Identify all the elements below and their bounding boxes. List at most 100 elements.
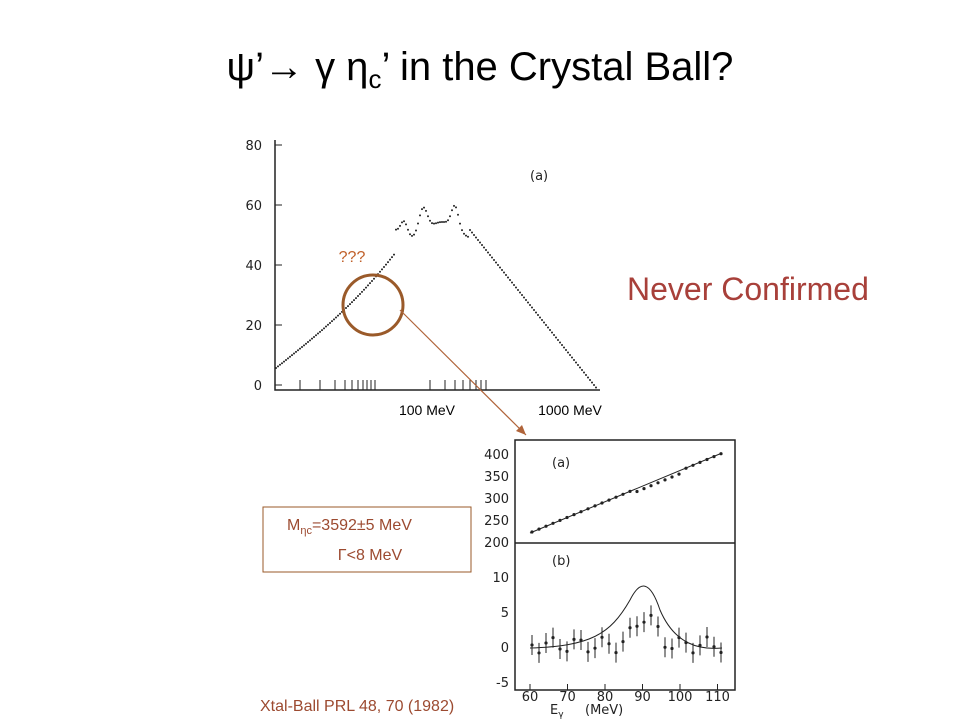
spectrum-dot: [327, 323, 329, 326]
spectrum-dot: [325, 325, 327, 328]
x-axis-label: (MeV): [585, 703, 623, 718]
spectrum-dot: [363, 288, 365, 291]
data-dot: [649, 613, 653, 617]
y-tick-label: 0: [254, 379, 262, 394]
data-dot: [719, 650, 723, 655]
spectrum-dot: [487, 251, 489, 254]
data-dot: [642, 620, 646, 624]
y-tick-label: 20: [245, 319, 262, 334]
spectrum-dot: [409, 233, 411, 236]
spectrum-dot: [471, 231, 473, 234]
spectrum-dot: [593, 384, 595, 386]
spectrum-dot: [431, 222, 433, 225]
spectrum-dot: [319, 330, 321, 333]
spectrum-dot: [317, 332, 319, 335]
spectrum-dot: [595, 386, 597, 389]
spectrum-dot: [583, 371, 585, 374]
spectrum-dot: [559, 341, 561, 344]
spectrum-dot: [445, 220, 447, 223]
spectrum-dot: [465, 234, 467, 237]
spectrum-dot: [329, 321, 331, 324]
data-dot: [593, 646, 597, 650]
data-dot: [628, 626, 632, 630]
data-dot: [691, 651, 695, 655]
mass-part: =3592±5 MeV: [312, 517, 412, 534]
spectrum-dot: [297, 349, 299, 352]
fit-line: [529, 452, 723, 534]
spectrum-dot: [547, 326, 549, 329]
data-dot: [579, 510, 583, 514]
spectrum-dot: [429, 219, 431, 222]
spectrum-dot: [533, 309, 535, 311]
y-tick-label: 400: [484, 448, 509, 463]
data-dot: [586, 650, 590, 654]
scale-label: 100 MeV: [399, 402, 456, 418]
spectrum-dot: [389, 258, 391, 261]
data-dot: [719, 452, 723, 456]
spectrum-dot: [345, 307, 347, 310]
y-tick-label: 200: [484, 536, 509, 551]
spectrum-dot: [309, 339, 311, 342]
citation: Xtal-Ball PRL 48, 70 (1982): [260, 698, 454, 715]
data-dot: [635, 624, 639, 628]
spectrum-dot: [307, 341, 309, 344]
data-dot: [691, 463, 695, 467]
bottom-figure: (a) (b) Eγ (MeV) 400 350 300 250 200 10 5 0 -5 60…: [484, 439, 736, 720]
spectrum-dot: [519, 291, 521, 294]
spectrum-dot: [495, 261, 497, 264]
data-dot: [558, 647, 562, 651]
spectrum-dot: [507, 276, 509, 279]
spectrum-dot: [553, 334, 555, 336]
top-figure: (a) 80 60 40 20 0: [245, 139, 600, 394]
spectrum-dot: [525, 299, 527, 301]
spectrum-dot: [391, 256, 393, 259]
spectrum-dot: [301, 345, 303, 348]
data-dot: [551, 635, 555, 640]
spectrum-dot: [453, 204, 455, 207]
spectrum-dot: [359, 292, 361, 295]
y-tick-label: 350: [484, 470, 509, 485]
spectrum-dot: [551, 331, 553, 334]
spectrum-dot: [339, 312, 341, 315]
frame: [274, 140, 600, 391]
spectrum-dot: [385, 263, 387, 266]
spectrum-dot: [457, 213, 459, 216]
spectrum-dot: [521, 294, 523, 296]
title-part: →: [264, 45, 304, 89]
spectrum-dot: [529, 304, 531, 306]
spectrum-dot: [335, 316, 337, 319]
spectrum-dot: [371, 279, 373, 282]
verdict: Never Confirmed: [627, 271, 869, 307]
spectrum-dot: [353, 299, 355, 302]
scale-label: 1000 MeV: [538, 402, 602, 418]
spectrum-dot: [591, 381, 593, 384]
spectrum-dot: [437, 221, 439, 224]
spectrum-dot: [369, 282, 371, 285]
frame: [514, 439, 736, 691]
data-dot: [530, 643, 534, 647]
spectrum-dot: [535, 311, 537, 314]
highlight-circle: [341, 273, 405, 337]
spectrum-dot: [439, 221, 441, 224]
spectrum-dot: [557, 339, 559, 341]
data-dot: [537, 527, 541, 531]
data-dot: [544, 641, 548, 645]
spectrum-dot: [575, 361, 577, 364]
spectrum-dot: [425, 209, 427, 212]
spectrum-dot: [483, 246, 485, 249]
spectrum-dot: [383, 266, 385, 269]
data-dot: [628, 489, 632, 493]
spectrum-dot: [311, 337, 313, 340]
spectrum-dot: [469, 229, 471, 231]
panel-label: (a): [552, 456, 570, 471]
data-dot: [572, 637, 576, 642]
result-box: [262, 506, 472, 573]
spectrum-dot: [415, 229, 417, 232]
spectrum-dot: [563, 346, 565, 349]
spectrum-dot: [441, 220, 443, 223]
spectrum-dot: [467, 235, 469, 238]
spectrum-dot: [313, 335, 315, 338]
spectrum-dot: [419, 214, 421, 217]
spectrum-dot: [501, 269, 503, 271]
